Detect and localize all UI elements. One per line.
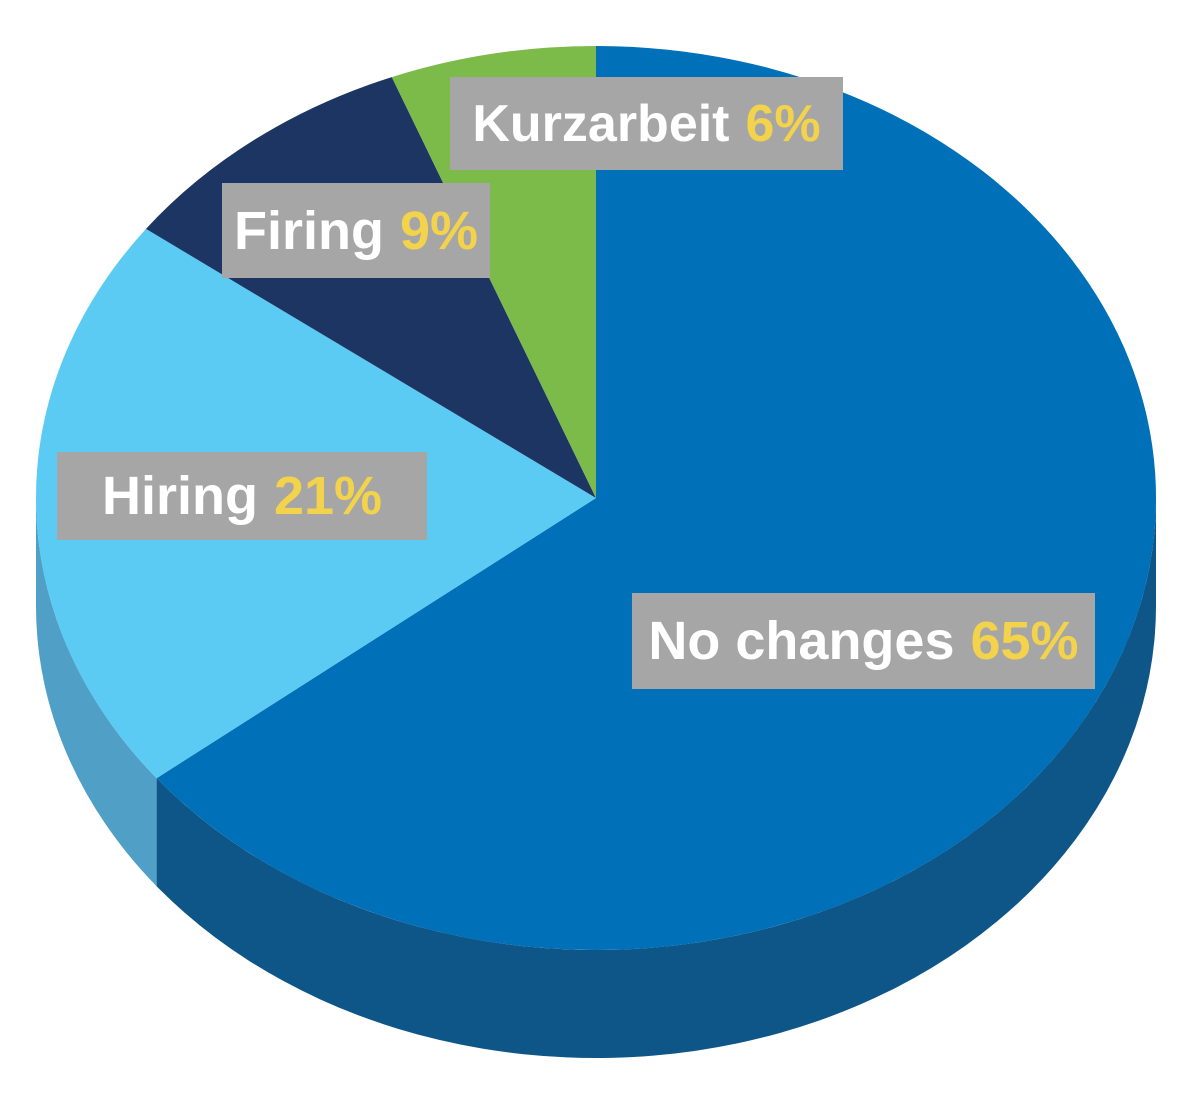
label-no-changes-pct: 65% (970, 611, 1079, 671)
slice-firing (146, 77, 596, 498)
label-firing-pct: 9% (399, 200, 479, 261)
label-hiring-pct: 21% (273, 466, 383, 526)
slice-no-changes (156, 46, 1157, 950)
slice-hiring-side (36, 498, 157, 887)
label-no-changes-name: No changes (648, 611, 955, 671)
label-firing-name: Firing (233, 200, 384, 261)
label-hiring: Hiring 21% (57, 452, 427, 540)
label-no-changes: No changes 65% (632, 593, 1095, 689)
slice-no-changes-side (156, 498, 1157, 1058)
label-kurzarbeit-pct: 6% (745, 94, 821, 153)
label-kurzarbeit-name: Kurzarbeit (472, 94, 730, 153)
label-firing: Firing 9% (222, 183, 490, 278)
label-kurzarbeit: Kurzarbeit 6% (450, 77, 843, 170)
label-hiring-name: Hiring (101, 466, 258, 526)
